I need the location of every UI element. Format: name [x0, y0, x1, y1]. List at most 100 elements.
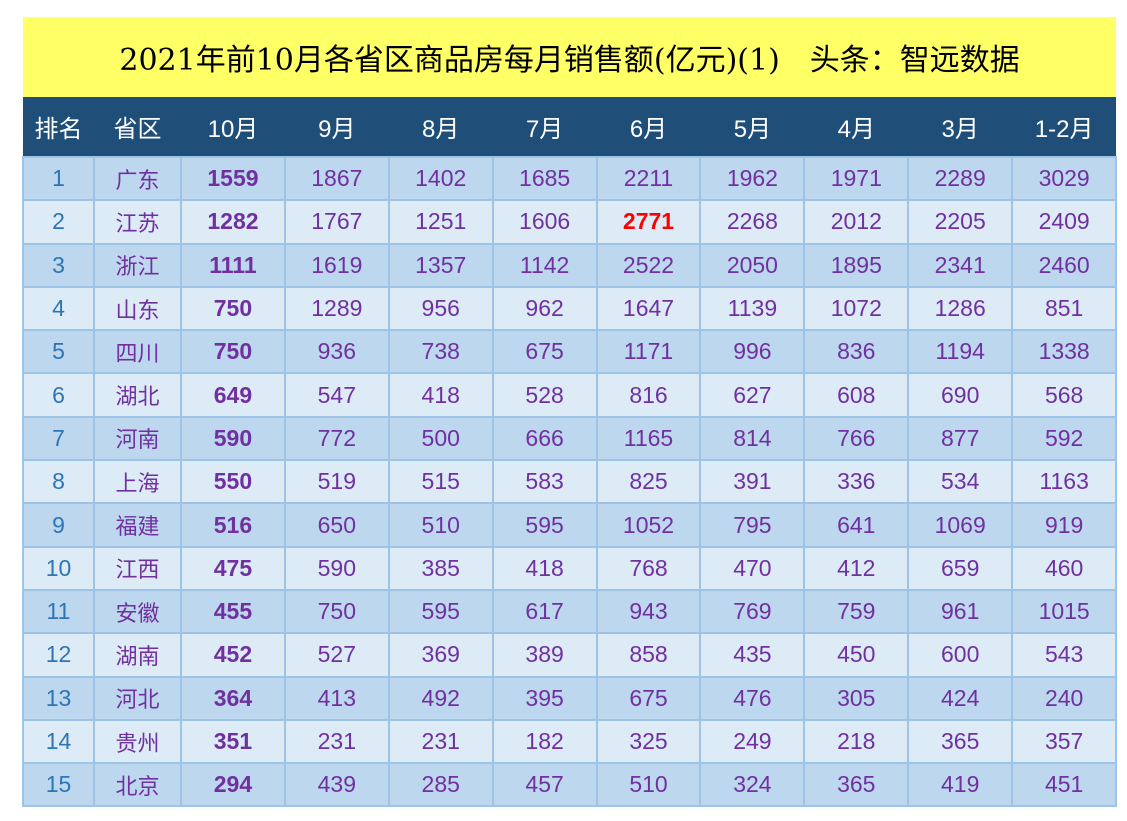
rank-cell: 14 — [22, 718, 95, 765]
sales-value-cell: 814 — [699, 415, 806, 462]
sales-value-cell: 492 — [387, 675, 494, 721]
sales-value-cell: 519 — [283, 459, 390, 505]
sales-value-cell: 858 — [595, 632, 702, 678]
current-month-value-cell: 750 — [180, 285, 286, 332]
sales-value-cell: 1069 — [907, 502, 1014, 548]
sales-value-cell: 2522 — [595, 242, 702, 288]
sales-value-cell: 391 — [699, 459, 806, 505]
sales-value-cell: 1402 — [387, 155, 494, 202]
sales-value-cell: 240 — [1011, 675, 1118, 721]
sales-value-cell: 1052 — [595, 502, 702, 548]
sales-value-cell: 1142 — [491, 242, 598, 288]
current-month-value-cell: 550 — [180, 459, 286, 505]
table-row: 11 安徽 455 750 595 617 943 769 759 961 1015 — [22, 588, 1118, 635]
sales-value-cell: 1647 — [595, 285, 702, 332]
sales-value-cell: 2205 — [907, 199, 1014, 245]
sales-value-cell: 936 — [283, 329, 390, 375]
sales-table: 2021年前10月各省区商品房每月销售额(亿元)(1) 头条：智远数据 排名 省区… — [22, 17, 1118, 808]
sales-value-cell: 595 — [387, 588, 494, 635]
province-cell: 四川 — [93, 329, 182, 375]
sales-value-cell: 395 — [491, 675, 598, 721]
sales-value-cell: 249 — [699, 718, 806, 765]
month-column-header: 9月 — [284, 97, 389, 157]
sales-value-cell: 769 — [699, 588, 806, 635]
table-row: 6 湖北 649 547 418 528 816 627 608 690 568 — [22, 372, 1118, 418]
sales-value-cell: 2050 — [699, 242, 806, 288]
sales-value-cell: 962 — [491, 285, 598, 332]
table-row: 3 浙江 1111 1619 1357 1142 2522 2050 1895 2341 2460 — [22, 242, 1118, 288]
sales-value-cell: 424 — [907, 675, 1014, 721]
sales-value-cell: 627 — [699, 372, 806, 418]
rank-cell: 8 — [22, 459, 95, 505]
sales-value-cell: 515 — [387, 459, 494, 505]
sales-value-cell: 305 — [803, 675, 910, 721]
sales-value-cell: 1867 — [283, 155, 390, 202]
month-column-header: 8月 — [388, 97, 493, 157]
sales-value-cell: 943 — [595, 588, 702, 635]
sales-value-cell: 1895 — [803, 242, 910, 288]
sales-value-cell: 231 — [283, 718, 390, 765]
rank-cell: 3 — [22, 242, 95, 288]
sales-value-cell: 825 — [595, 459, 702, 505]
sales-value-cell: 3029 — [1011, 155, 1118, 202]
sales-value-cell: 919 — [1011, 502, 1118, 548]
sales-value-cell: 768 — [595, 545, 702, 591]
sales-value-cell: 2771 — [595, 199, 702, 245]
current-month-value-cell: 649 — [180, 372, 286, 418]
sales-value-cell: 759 — [803, 588, 910, 635]
current-month-value-cell: 1111 — [180, 242, 286, 288]
sales-value-cell: 816 — [595, 372, 702, 418]
sales-value-cell: 690 — [907, 372, 1014, 418]
sales-value-cell: 2211 — [595, 155, 702, 202]
sales-value-cell: 389 — [491, 632, 598, 678]
sales-value-cell: 1606 — [491, 199, 598, 245]
sales-value-cell: 1286 — [907, 285, 1014, 332]
sales-value-cell: 583 — [491, 459, 598, 505]
sales-value-cell: 1163 — [1011, 459, 1118, 505]
table-row: 4 山东 750 1289 956 962 1647 1139 1072 1286 851 — [22, 285, 1118, 332]
sales-value-cell: 1619 — [283, 242, 390, 288]
sales-value-cell: 877 — [907, 415, 1014, 462]
sales-value-cell: 738 — [387, 329, 494, 375]
table-row: 13 河北 364 413 492 395 675 476 305 424 240 — [22, 675, 1118, 721]
sales-value-cell: 836 — [803, 329, 910, 375]
sales-value-cell: 750 — [283, 588, 390, 635]
sales-value-cell: 641 — [803, 502, 910, 548]
sales-value-cell: 451 — [1011, 762, 1118, 808]
table-body: 1 广东 1559 1867 1402 1685 2211 1962 1971 2289 3029 2… — [22, 155, 1118, 808]
sales-value-cell: 766 — [803, 415, 910, 462]
sales-value-cell: 439 — [283, 762, 390, 808]
rank-cell: 6 — [22, 372, 95, 418]
sales-value-cell: 325 — [595, 718, 702, 765]
sales-value-cell: 1357 — [387, 242, 494, 288]
province-cell: 湖北 — [93, 372, 182, 418]
sales-value-cell: 385 — [387, 545, 494, 591]
current-month-value-cell: 475 — [180, 545, 286, 591]
current-month-value-cell: 364 — [180, 675, 286, 721]
sales-value-cell: 285 — [387, 762, 494, 808]
rank-cell: 1 — [22, 155, 95, 202]
sales-value-cell: 675 — [595, 675, 702, 721]
sales-value-cell: 1251 — [387, 199, 494, 245]
sales-value-cell: 1139 — [699, 285, 806, 332]
province-cell: 河南 — [93, 415, 182, 462]
sales-value-cell: 476 — [699, 675, 806, 721]
sales-value-cell: 1171 — [595, 329, 702, 375]
sales-value-cell: 608 — [803, 372, 910, 418]
province-cell: 山东 — [93, 285, 182, 332]
sales-value-cell: 500 — [387, 415, 494, 462]
sales-value-cell: 1165 — [595, 415, 702, 462]
month-column-header: 3月 — [908, 97, 1013, 157]
month-column-header: 1-2月 — [1012, 97, 1117, 157]
month-column-header: 5月 — [700, 97, 805, 157]
rank-cell: 11 — [22, 588, 95, 635]
sales-value-cell: 534 — [907, 459, 1014, 505]
sales-value-cell: 996 — [699, 329, 806, 375]
sales-value-cell: 772 — [283, 415, 390, 462]
sales-value-cell: 590 — [283, 545, 390, 591]
sales-value-cell: 527 — [283, 632, 390, 678]
current-month-value-cell: 351 — [180, 718, 286, 765]
table-row: 12 湖南 452 527 369 389 858 435 450 600 543 — [22, 632, 1118, 678]
sales-value-cell: 2012 — [803, 199, 910, 245]
province-cell: 浙江 — [93, 242, 182, 288]
